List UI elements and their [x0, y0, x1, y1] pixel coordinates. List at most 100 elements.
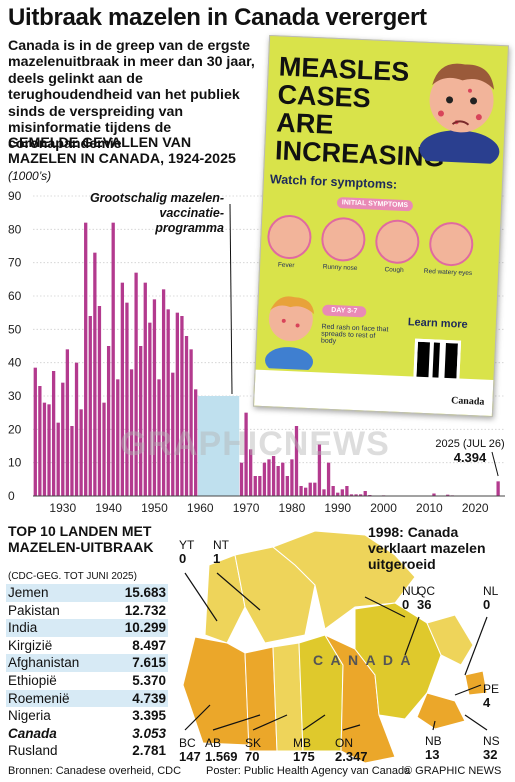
y-axis-ticks: 0 10 20 30 40 50 60 70 80 90 — [8, 189, 22, 503]
bar — [184, 336, 189, 496]
province-cases: 1 — [213, 551, 220, 566]
x-tick-label: 1980 — [279, 501, 306, 515]
bar — [249, 449, 253, 496]
bar — [194, 389, 198, 496]
bar — [42, 402, 47, 496]
province-cases: 175 — [293, 749, 315, 764]
province-code: QC — [417, 584, 435, 598]
bar — [171, 372, 175, 496]
cases-cell: 12.732 — [124, 602, 166, 618]
province-leader — [252, 714, 288, 731]
province-leader — [364, 596, 406, 618]
child-face-illustration — [419, 63, 500, 165]
sources-text: Bronnen: Canadese overheid, CDC — [8, 765, 182, 777]
bar — [51, 371, 56, 496]
bar — [79, 409, 83, 496]
latest-value-label: 2025 (JUL 26) — [435, 438, 504, 450]
top10-title: TOP 10 LANDEN MET MAZELEN-UITBRAAK — [8, 523, 154, 555]
cases-cell: 2.781 — [132, 743, 166, 759]
symptom-label: Cough — [384, 266, 404, 275]
bar — [276, 466, 280, 496]
province-cases: 1.569 — [205, 749, 238, 764]
bar — [267, 459, 271, 496]
bar — [290, 459, 294, 496]
cases-cell: 8.497 — [132, 637, 166, 653]
province-leader — [464, 616, 488, 676]
labrador-region — [426, 614, 474, 666]
measles-bar-chart: 0 10 20 30 40 50 60 70 80 90 1930 1940 1950 1960 1970… — [8, 189, 505, 515]
table-row: Jemen 15.683 — [6, 584, 168, 602]
province-code: NS — [483, 734, 500, 748]
bar — [349, 494, 354, 496]
country-cell: Kirgizië — [8, 637, 53, 653]
bar — [331, 486, 335, 496]
poster-watch-text: Watch for symptoms: — [269, 172, 398, 192]
vaccination-annotation-line1: Grootschalig mazelen- — [90, 191, 224, 205]
bar — [313, 482, 317, 496]
bar — [354, 494, 358, 496]
saskatchewan-region — [272, 642, 304, 752]
bar — [111, 222, 115, 496]
maritimes-region — [416, 692, 466, 730]
bar — [285, 476, 289, 496]
bar — [106, 346, 111, 496]
province-cases: 13 — [425, 747, 439, 762]
cough-icon — [374, 218, 421, 265]
province-cases: 32 — [483, 747, 497, 762]
table-row: Afghanistan 7.615 — [6, 654, 168, 672]
canada-wordmark: Canada — [450, 395, 485, 408]
x-tick-label: 1990 — [324, 501, 351, 515]
province-code: NU — [402, 584, 419, 598]
x-tick-label: 1930 — [49, 501, 76, 515]
bar — [139, 346, 143, 496]
bar — [304, 487, 308, 496]
province-code: NT — [213, 538, 230, 552]
bar — [262, 462, 267, 496]
province-leader — [432, 720, 436, 731]
bar — [180, 316, 184, 496]
bar — [253, 476, 257, 496]
country-cell: Jemen — [6, 584, 108, 602]
symptom-label: Red watery eyes — [423, 267, 473, 278]
bar — [143, 282, 147, 496]
province-leader — [212, 714, 261, 731]
bar — [189, 349, 193, 496]
bar — [148, 322, 152, 496]
bar — [47, 404, 51, 496]
bar — [308, 482, 312, 496]
cases-cell: 3.053 — [132, 725, 166, 741]
bar — [336, 492, 340, 496]
vaccination-annotation-line3: programma — [154, 221, 224, 235]
province-code: BC — [179, 736, 196, 750]
latest-value: 4.394 — [454, 450, 487, 465]
cases-cell: 15.683 — [107, 584, 168, 602]
province-code: MB — [293, 736, 311, 750]
bar — [61, 382, 65, 496]
bar — [446, 494, 450, 496]
bar — [359, 494, 363, 496]
cases-cell: 10.299 — [107, 619, 168, 637]
map-country-label: C A N A D A — [313, 652, 413, 668]
bar — [432, 493, 436, 496]
x-axis-ticks: 1930 1940 1950 1960 1970 1980 1990 2000 2010 2020 — [49, 501, 488, 515]
bar — [120, 282, 125, 496]
table-row: Pakistan 12.732 — [6, 602, 168, 620]
y-tick-label: 80 — [8, 222, 22, 236]
table-row: Rusland 2.781 — [6, 742, 168, 760]
x-tick-label: 1970 — [233, 501, 260, 515]
y-tick-label: 90 — [8, 189, 22, 203]
bar — [97, 306, 102, 496]
runny-nose-icon — [320, 216, 367, 263]
bar — [363, 491, 367, 496]
poster-learn-more: Learn more — [407, 316, 468, 331]
x-tick-label: 1960 — [187, 501, 214, 515]
x-tick-label: 2010 — [416, 501, 443, 515]
symptom-label: Fever — [277, 261, 295, 270]
vaccination-annotation-line2: vaccinatie- — [159, 206, 224, 220]
y-tick-label: 50 — [8, 322, 22, 336]
province-cases: 0 — [402, 597, 409, 612]
table-row: Nigeria 3.395 — [6, 707, 168, 725]
bar — [258, 476, 262, 496]
bar — [166, 309, 170, 496]
province-cases: 2.347 — [335, 749, 368, 764]
